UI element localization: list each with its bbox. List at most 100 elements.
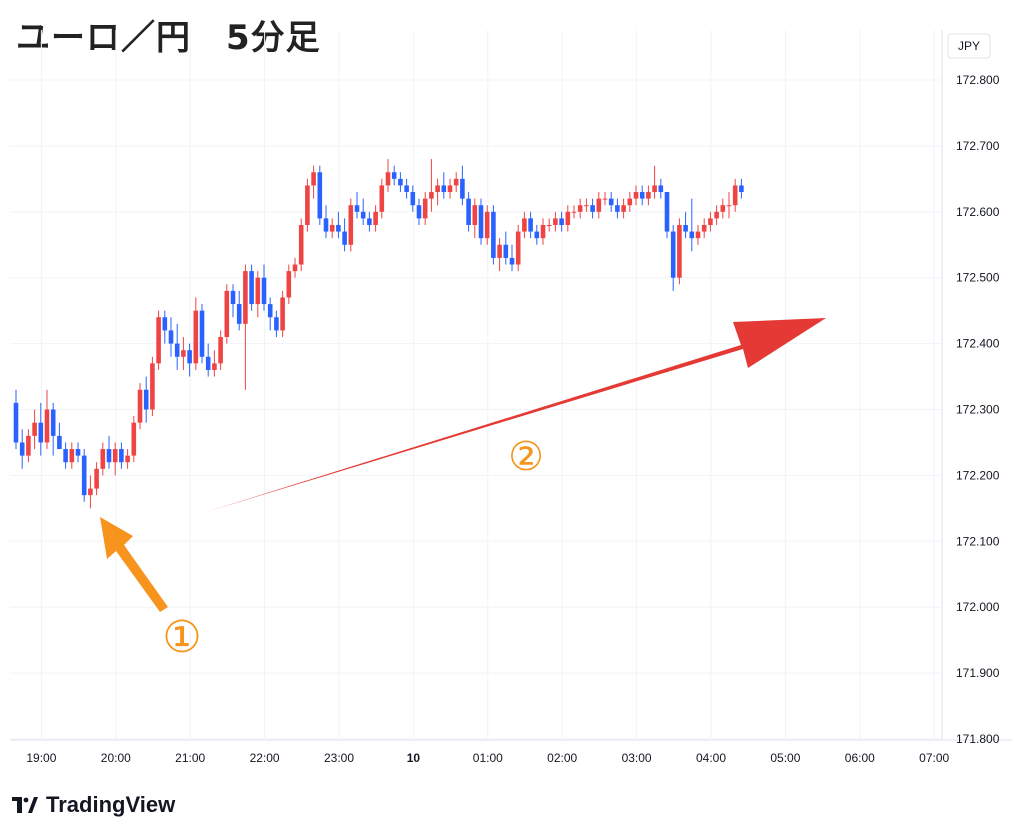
candle-body bbox=[94, 468, 99, 489]
candle-body bbox=[491, 211, 496, 258]
candle-body bbox=[50, 409, 56, 436]
x-tick-label: 07:00 bbox=[919, 751, 949, 765]
candle-body bbox=[615, 205, 620, 212]
candle-body bbox=[701, 224, 707, 232]
x-tick-label: 05:00 bbox=[770, 751, 800, 765]
candle-body bbox=[478, 205, 484, 239]
candle-body bbox=[323, 218, 329, 232]
candle-body bbox=[261, 277, 267, 305]
candle-body bbox=[472, 205, 478, 225]
candle-body bbox=[75, 449, 81, 456]
candle-body bbox=[540, 224, 546, 239]
candle-body bbox=[553, 218, 558, 225]
candle-body bbox=[683, 224, 688, 232]
candle-body bbox=[522, 218, 527, 232]
y-tick-label: 172.200 bbox=[956, 468, 1000, 482]
x-tick-label: 04:00 bbox=[696, 751, 726, 765]
candle-body bbox=[565, 211, 571, 225]
candle-body bbox=[422, 198, 428, 219]
candle-body bbox=[546, 224, 552, 226]
candle-body bbox=[193, 310, 199, 364]
x-tick-label: 10 bbox=[407, 751, 421, 765]
candle-body bbox=[162, 317, 168, 331]
y-tick-label: 172.800 bbox=[956, 73, 1000, 87]
candle-body bbox=[435, 185, 440, 193]
candle-body bbox=[559, 218, 564, 225]
currency-badge[interactable] bbox=[947, 33, 991, 59]
annotation-two: ② bbox=[508, 434, 544, 480]
candle-body bbox=[429, 192, 434, 199]
candle-body bbox=[336, 224, 341, 232]
candle-body bbox=[373, 211, 378, 225]
candle-body bbox=[391, 172, 397, 179]
candle-body bbox=[13, 402, 19, 443]
candle-body bbox=[150, 363, 155, 410]
candle-body bbox=[267, 304, 273, 318]
tradingview-logo[interactable]: TradingView bbox=[12, 792, 175, 818]
x-tick-label: 03:00 bbox=[622, 751, 652, 765]
candle-body bbox=[515, 231, 521, 265]
candle-body bbox=[243, 271, 248, 324]
brand-text: TradingView bbox=[46, 792, 176, 817]
candle-body bbox=[274, 317, 279, 331]
x-tick-label: 20:00 bbox=[101, 751, 131, 765]
candle-body bbox=[385, 172, 391, 186]
y-tick-label: 171.800 bbox=[956, 732, 1000, 746]
candle-body bbox=[379, 185, 385, 212]
candle-body bbox=[305, 185, 310, 225]
candle-body bbox=[509, 257, 515, 265]
candle-body bbox=[608, 198, 614, 206]
candle-body bbox=[670, 231, 676, 278]
candle-body bbox=[112, 449, 118, 463]
candle-body bbox=[398, 178, 403, 186]
x-tick-label: 06:00 bbox=[845, 751, 875, 765]
candle-body bbox=[497, 244, 502, 258]
candle-body bbox=[354, 205, 360, 212]
x-tick-label: 01:00 bbox=[473, 751, 503, 765]
candle-body bbox=[602, 198, 608, 200]
y-tick-label: 172.700 bbox=[956, 139, 1000, 153]
y-tick-label: 172.500 bbox=[956, 271, 1000, 285]
x-tick-label: 02:00 bbox=[547, 751, 577, 765]
candle-body bbox=[230, 290, 236, 305]
candle-body bbox=[32, 422, 37, 436]
candle-body bbox=[708, 218, 713, 225]
candle-body bbox=[658, 185, 664, 193]
candle-body bbox=[664, 192, 670, 232]
candle-body bbox=[168, 330, 174, 344]
candle-body bbox=[286, 271, 292, 298]
candle-body bbox=[280, 297, 285, 331]
candle-body bbox=[410, 192, 416, 206]
candle-body bbox=[218, 337, 223, 364]
candle-body bbox=[534, 231, 540, 239]
candle-body bbox=[156, 317, 161, 364]
candle-body bbox=[69, 449, 75, 463]
candle-body bbox=[44, 409, 50, 443]
candle-body bbox=[652, 185, 657, 193]
y-tick-label: 172.300 bbox=[956, 403, 1000, 417]
candle-body bbox=[732, 185, 738, 206]
candle-body bbox=[528, 218, 533, 232]
candle-body bbox=[100, 449, 106, 469]
candle-body bbox=[26, 435, 31, 456]
candle-body bbox=[466, 198, 471, 225]
candle-body bbox=[255, 277, 261, 305]
candle-body bbox=[81, 455, 87, 496]
x-tick-label: 23:00 bbox=[324, 751, 354, 765]
x-tick-label: 22:00 bbox=[250, 751, 280, 765]
y-tick-label: 172.100 bbox=[956, 534, 1000, 548]
x-tick-label: 19:00 bbox=[26, 751, 56, 765]
page-title: ユーロ／円 5分足 bbox=[16, 18, 321, 58]
x-tick-label: 21:00 bbox=[175, 751, 205, 765]
candle-body bbox=[720, 205, 726, 212]
candle-body bbox=[212, 363, 217, 370]
candle-body bbox=[298, 224, 304, 265]
candle-body bbox=[739, 185, 744, 193]
candle-body bbox=[292, 264, 298, 272]
candle-body bbox=[726, 205, 732, 207]
candle-body bbox=[633, 192, 639, 199]
y-tick-label: 172.600 bbox=[956, 205, 1000, 219]
candle-body bbox=[484, 211, 490, 239]
candle-body bbox=[447, 185, 453, 193]
grid-lines bbox=[10, 30, 1012, 741]
